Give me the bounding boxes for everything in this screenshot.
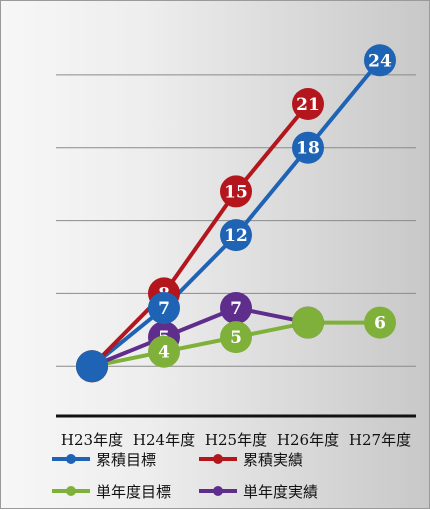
legend-marker-累積実績 (213, 454, 223, 464)
data-point-単年度目標 (292, 306, 324, 339)
data-point-累積目標 (292, 131, 324, 164)
data-label-単年度目標: 4 (158, 343, 170, 363)
legend-label-累積目標: 累積目標 (96, 451, 156, 469)
legend-label-累積実績: 累積実績 (243, 451, 303, 469)
data-label-累積実績: 21 (296, 95, 320, 115)
x-tick-label-h23年度: H23年度 (61, 431, 123, 449)
series-line-累積実績 (90, 102, 310, 369)
data-point-累積目標 (76, 350, 108, 383)
legend-label-単年度目標: 単年度目標 (96, 483, 171, 501)
data-label-単年度目標: 5 (230, 328, 242, 348)
legend-marker-累積目標 (66, 454, 76, 464)
data-label-累積目標: 18 (296, 139, 320, 159)
data-label-単年度実績: 7 (230, 299, 242, 319)
data-point-累積目標 (220, 219, 252, 252)
data-label-累積目標: 24 (368, 51, 392, 71)
data-point-単年度目標 (364, 306, 396, 339)
legend-marker-単年度目標 (66, 486, 76, 496)
data-point-累積目標 (364, 44, 396, 77)
legend-label-単年度実績: 単年度実績 (243, 483, 318, 501)
data-label-累積目標: 7 (158, 299, 170, 319)
data-point-単年度実績 (220, 292, 252, 324)
data-point-累積実績 (292, 88, 324, 120)
x-tick-label-h27年度: H27年度 (349, 431, 411, 449)
x-tick-label-h25年度: H25年度 (205, 431, 267, 449)
data-label-単年度目標: 6 (374, 314, 386, 334)
legend-marker-単年度実績 (213, 486, 223, 496)
x-tick-label-h24年度: H24年度 (133, 431, 195, 449)
data-label-累積目標: 12 (224, 226, 248, 246)
data-point-単年度目標 (148, 335, 180, 368)
data-point-累積目標 (148, 292, 180, 324)
data-point-単年度目標 (220, 321, 252, 354)
data-label-累積実績: 15 (224, 182, 248, 202)
x-tick-label-h26年度: H26年度 (277, 431, 339, 449)
series-line-単年度実績 (90, 306, 310, 369)
data-point-累積実績 (220, 175, 252, 208)
